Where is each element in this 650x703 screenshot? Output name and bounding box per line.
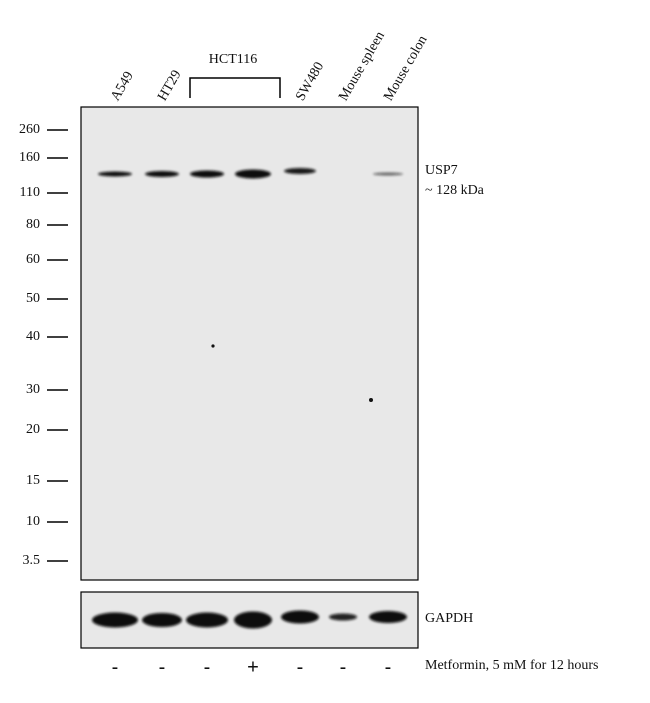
treatment-sign: +: [247, 656, 259, 678]
target-size: ~ 128 kDa: [425, 183, 485, 198]
marker-label: 30: [26, 382, 40, 397]
loading-control: GAPDH: [425, 611, 473, 626]
treatment-label: Metformin, 5 mM for 12 hours: [425, 658, 598, 673]
marker-label: 20: [26, 422, 40, 437]
lane-label: Mouse spleen: [336, 29, 388, 104]
marker-label: 15: [26, 473, 40, 488]
treatment-sign: -: [112, 656, 119, 678]
group-label: HCT116: [209, 52, 257, 67]
treatment-sign: -: [159, 656, 166, 678]
gapdh-band: [142, 613, 182, 627]
group-bracket: [189, 77, 281, 98]
gapdh-band: [92, 612, 138, 628]
gapdh-band: [369, 611, 407, 623]
marker-label: 3.5: [23, 553, 41, 568]
treatment-sign: -: [297, 656, 304, 678]
marker-label: 60: [26, 252, 40, 267]
speck: [369, 398, 373, 402]
lane-label: A549: [108, 69, 137, 103]
marker-label: 110: [20, 185, 40, 200]
main-blot: [80, 106, 419, 581]
usp7-band: [145, 171, 179, 177]
usp7-band: [98, 171, 132, 177]
marker-label: 260: [19, 122, 40, 137]
usp7-band: [190, 170, 224, 178]
lane-label: Mouse colon: [381, 33, 430, 103]
marker-label: 50: [26, 291, 40, 306]
lane-label: SW480: [293, 60, 327, 104]
gapdh-band: [281, 610, 319, 624]
speck: [211, 344, 215, 348]
marker-label: 40: [26, 329, 40, 344]
usp7-band: [373, 172, 403, 176]
treatment-sign: -: [340, 656, 347, 678]
usp7-band: [235, 169, 271, 179]
usp7-band: [284, 168, 316, 174]
marker-label: 10: [26, 514, 40, 529]
gapdh-band: [329, 613, 357, 621]
gapdh-band: [186, 612, 228, 628]
marker-label: 80: [26, 217, 40, 232]
treatment-sign: -: [204, 656, 211, 678]
target-name: USP7: [425, 163, 458, 178]
treatment-sign: -: [385, 656, 392, 678]
lane-label: HT29: [155, 68, 184, 104]
marker-label: 160: [19, 150, 40, 165]
gapdh-band: [234, 611, 272, 629]
